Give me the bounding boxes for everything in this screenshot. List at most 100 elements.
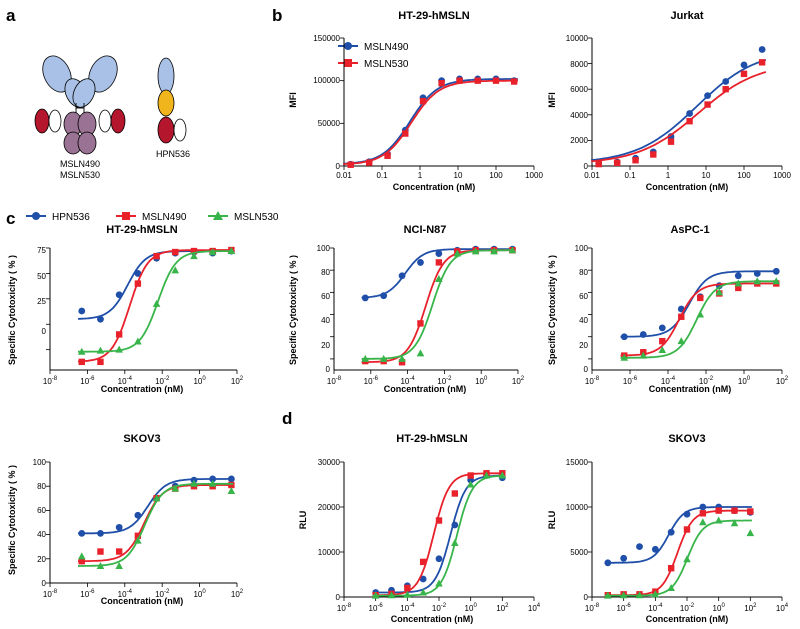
- fit-curve-msln490: [590, 58, 767, 162]
- data-point-msln530: [365, 159, 373, 166]
- data-point-msln530: [508, 246, 517, 254]
- fit-curve-msln530: [620, 280, 779, 359]
- y-tick-label: 20: [37, 555, 46, 564]
- plot-c1: 10-8 10-6 10-4 10-2 100 102: [43, 246, 244, 386]
- data-point-msln530: [734, 279, 743, 287]
- fit-curve-msln490: [604, 509, 752, 597]
- plot-b1: [340, 37, 535, 170]
- y-tick-label: 20: [579, 341, 588, 350]
- data-point-hpn536: [97, 315, 104, 323]
- data-point-msln530: [650, 151, 657, 158]
- data-point-msln530: [696, 310, 705, 318]
- y-tick-label: 40: [37, 530, 46, 539]
- y-tick-label: 50000: [318, 119, 341, 128]
- data-point-msln530: [632, 157, 639, 164]
- plot-c4: 10-8 10-6 10-4 10-2 100 102: [43, 461, 244, 599]
- x-tick-label: 100: [193, 376, 206, 386]
- data-point-hpn536: [417, 259, 424, 266]
- fit-curve-msln530: [78, 482, 234, 567]
- data-point-hpn536: [604, 559, 612, 567]
- data-point-msln530: [402, 130, 409, 137]
- y-axis-label: MFI: [547, 92, 557, 108]
- data-point-msln530: [604, 591, 612, 599]
- data-point-hpn536: [115, 291, 123, 299]
- fit-curve-msln530: [591, 71, 767, 163]
- data-point-msln490: [678, 313, 685, 320]
- data-point-hpn536: [658, 324, 666, 332]
- plot-d2: 10-8 10-6 10-4 10-2 100 102 104: [585, 461, 789, 613]
- fc-domain-shape: [77, 131, 97, 155]
- chart-title: AsPC-1: [670, 224, 709, 236]
- x-axis-label: Concentration (nM): [646, 182, 729, 192]
- x-tick-label: 100: [475, 376, 488, 386]
- y-tick-label: 80: [37, 482, 46, 491]
- data-point-msln530: [482, 471, 491, 479]
- x-axis-label: Concentration (nM): [391, 614, 474, 624]
- chart-title: NCI-N87: [404, 224, 447, 236]
- y-tick-label: 20: [321, 341, 330, 350]
- data-point-msln530: [683, 555, 691, 563]
- data-point-hpn536: [620, 554, 628, 562]
- x-tick-label: 10-4: [400, 603, 415, 613]
- data-point-hpn536: [753, 270, 761, 277]
- diagram-label-msln490: MSLN490: [60, 159, 100, 169]
- x-tick-label: 10-2: [437, 376, 452, 386]
- data-point-msln530: [379, 354, 388, 362]
- diagram-label-msln530: MSLN530: [60, 170, 100, 180]
- data-point-msln490: [417, 320, 424, 327]
- data-point-msln530: [667, 584, 675, 591]
- chart-title: HT-29-hMSLN: [106, 224, 178, 236]
- data-point-hpn536: [134, 270, 142, 277]
- data-point-msln530: [398, 354, 406, 362]
- binding-domain-shape: [110, 108, 126, 134]
- panel-label-d: d: [282, 409, 292, 428]
- data-point-msln530: [152, 299, 161, 307]
- y-tick-label: 10000: [566, 34, 589, 43]
- fit-curve-msln530: [372, 474, 504, 597]
- data-point-msln490: [435, 259, 443, 266]
- data-point-hpn536: [419, 575, 427, 583]
- x-tick-label: 10-2: [699, 376, 714, 386]
- binding-domain-shape: [34, 108, 50, 134]
- data-point-msln530: [208, 248, 217, 256]
- data-point-msln530: [714, 516, 723, 524]
- data-point-msln530: [227, 487, 236, 495]
- data-point-hpn536: [78, 307, 86, 315]
- data-point-msln530: [740, 70, 748, 78]
- data-point-hpn536: [97, 529, 104, 537]
- y-axis-label: Specific Cytotoxicity ( % ): [288, 255, 298, 365]
- x-tick-label: 100: [738, 376, 751, 386]
- data-point-msln530: [453, 249, 462, 257]
- legend-label-msln530: MSLN530: [234, 212, 279, 223]
- data-point-msln530: [620, 353, 629, 361]
- antibody-diagram: MSLN490 MSLN530 HPN536: [34, 55, 190, 180]
- data-point-msln530: [753, 277, 762, 285]
- data-point-hpn536: [772, 267, 780, 275]
- data-point-msln490: [686, 110, 693, 117]
- data-point-msln490: [172, 248, 179, 256]
- data-point-msln530: [347, 161, 354, 168]
- x-tick-label: 102: [231, 589, 244, 599]
- data-point-msln490: [715, 507, 722, 514]
- data-point-hpn536: [78, 529, 86, 537]
- y-tick-label: 0: [326, 365, 331, 374]
- x-tick-label: 10-4: [661, 376, 676, 386]
- data-point-msln490: [735, 284, 742, 292]
- y-tick-label: 0: [584, 593, 589, 602]
- y-tick-label: 15000: [566, 458, 589, 467]
- data-point-hpn536: [620, 333, 628, 341]
- data-point-msln530: [758, 59, 766, 66]
- data-point-msln490: [451, 490, 459, 497]
- legend-marker-msln490: [344, 42, 352, 50]
- data-point-msln490: [115, 548, 123, 555]
- chart-title: SKOV3: [123, 433, 160, 445]
- y-tick-label: 2000: [570, 136, 588, 145]
- plot-c2: 10-8 10-6 10-4 10-2 100 102: [327, 245, 525, 386]
- y-axis-label: Specific Cytotoxicity ( % ): [7, 465, 17, 575]
- legend-marker-msln530: [213, 211, 223, 220]
- x-tick-label: 0.01: [584, 171, 600, 180]
- x-tick-label: 0.1: [376, 171, 388, 180]
- data-point-hpn536: [734, 272, 742, 280]
- data-point-hpn536: [134, 511, 142, 519]
- data-point-msln490: [97, 548, 104, 555]
